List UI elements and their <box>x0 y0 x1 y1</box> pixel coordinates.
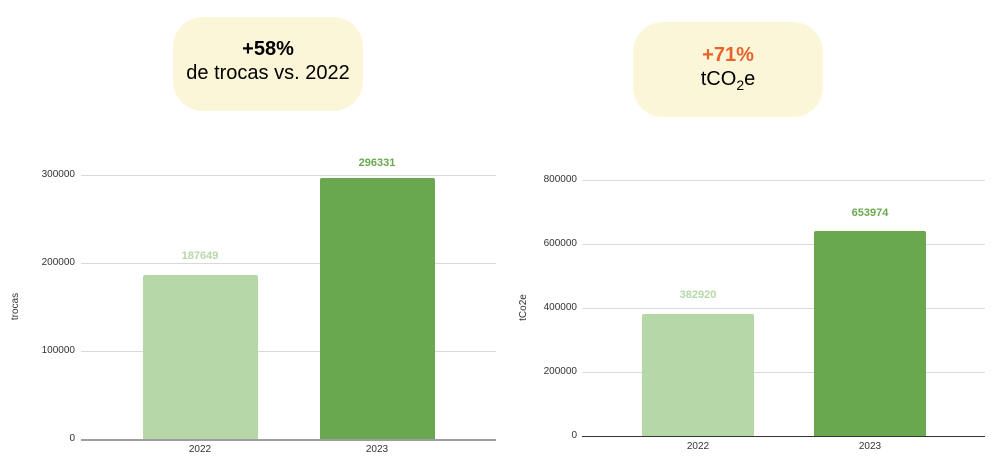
callout-co2-growth: +71% tCO2e <box>633 22 823 117</box>
value-label-2022: 382920 <box>679 289 717 301</box>
x-tick: 2022 <box>686 441 710 452</box>
x-tick: 2023 <box>858 441 882 452</box>
bar-2022 <box>642 314 754 436</box>
value-label-2022: 187649 <box>181 250 219 262</box>
callout-text-end: e <box>744 68 756 90</box>
value-label-2023: 296331 <box>358 157 396 169</box>
gridline <box>582 372 985 373</box>
y-tick: 0 <box>571 430 577 441</box>
bar-2023 <box>320 178 435 439</box>
gridline <box>582 180 985 181</box>
chart-trocas: trocas 300000 200000 100000 0 187649 296… <box>0 0 500 459</box>
bar-2023 <box>814 231 926 436</box>
gridline <box>582 308 985 309</box>
x-axis <box>81 439 496 441</box>
callout-text-subscript: 2 <box>736 77 745 93</box>
gridline <box>582 244 985 245</box>
y-tick: 100000 <box>41 345 75 356</box>
callout-headline: +58% <box>242 38 294 60</box>
y-tick: 200000 <box>543 366 577 377</box>
callout-text: tCO2e <box>633 67 823 97</box>
x-tick: 2022 <box>188 444 212 455</box>
x-tick: 2023 <box>365 444 389 455</box>
y-tick: 600000 <box>543 238 577 249</box>
gridline <box>81 175 496 176</box>
y-tick: 300000 <box>41 169 75 180</box>
callout-headline: +71% <box>702 44 754 66</box>
y-tick: 400000 <box>543 302 577 313</box>
gridline <box>81 263 496 264</box>
y-tick: 800000 <box>543 174 577 185</box>
gridline <box>81 351 496 352</box>
callout-text-main: tCO <box>700 68 737 90</box>
y-tick: 0 <box>69 433 75 444</box>
x-axis <box>582 436 985 437</box>
value-label-2023: 653974 <box>851 207 889 219</box>
callout-text: de trocas vs. 2022 <box>186 62 350 84</box>
callout-trocas-growth: +58% de trocas vs. 2022 <box>173 17 363 111</box>
y-tick: 200000 <box>41 257 75 268</box>
bar-2022 <box>143 275 258 439</box>
